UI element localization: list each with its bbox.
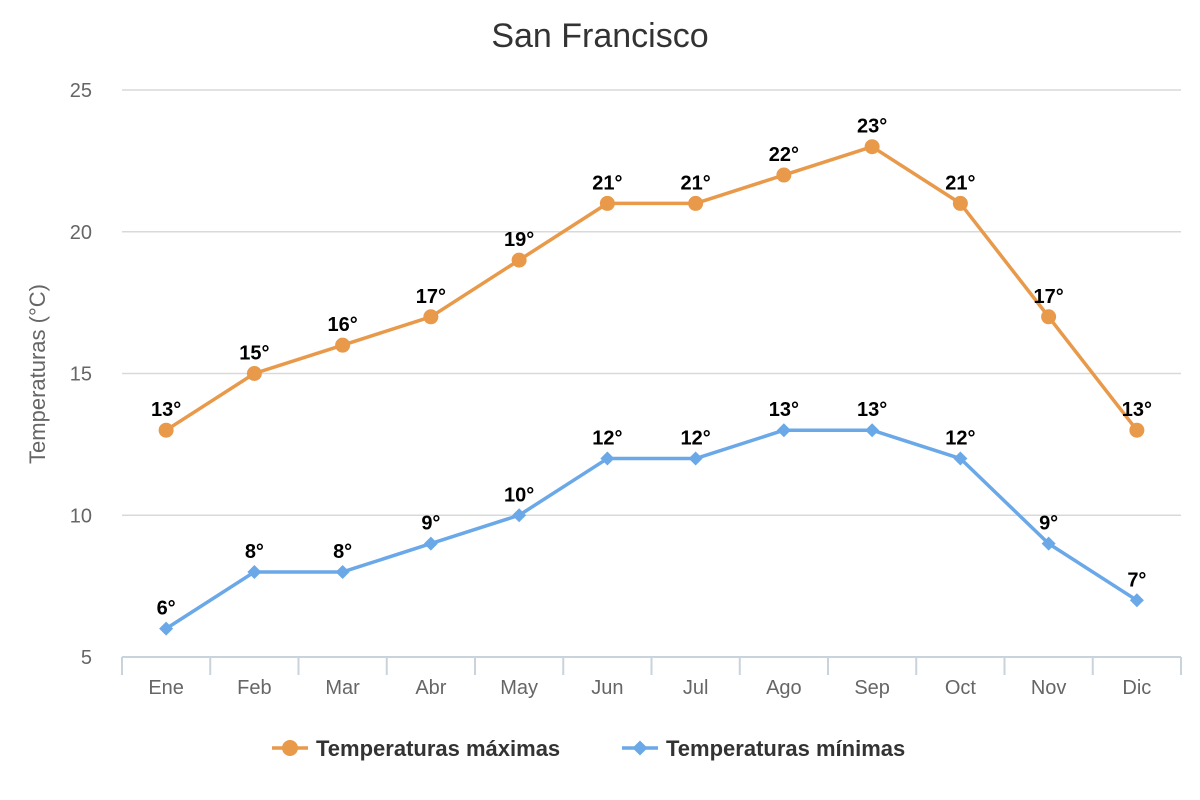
chart-title: San Francisco [491,17,708,55]
data-point [864,139,880,155]
y-tick-label: 10 [70,505,92,527]
data-point [1041,309,1057,325]
data-label: 17° [1034,286,1064,308]
data-label: 8° [333,541,352,563]
data-label: 8° [245,541,264,563]
data-label: 16° [328,314,358,336]
x-tick-label: Dic [1122,677,1151,699]
data-point [1041,536,1056,551]
data-point [246,366,262,381]
series-line [165,428,1138,631]
y-tick-label: 15 [70,364,92,386]
y-tick-label: 20 [70,222,92,244]
data-point [952,195,968,211]
x-tick-label: Abr [415,677,446,699]
x-tick-label: Ago [766,677,802,699]
x-tick-label: Nov [1031,677,1067,699]
data-point [599,195,615,211]
data-point [776,423,791,438]
data-label: 12° [592,428,622,450]
data-label: 9° [1039,513,1058,535]
data-point [688,451,703,466]
series-line [165,144,1139,432]
x-tick-label: Sep [854,677,890,699]
legend-marker [632,740,648,756]
data-label: 21° [945,172,975,194]
data-point [953,451,968,466]
series-group [158,139,1145,636]
data-label: 13° [857,399,887,421]
data-label: 13° [769,399,799,421]
data-point [423,309,439,325]
legend: Temperaturas máximas Temperaturas mínimas [272,736,905,761]
x-tick-label: Jun [591,677,623,699]
data-point [158,422,174,438]
x-tick-label: Oct [945,677,977,699]
data-point [511,252,527,268]
data-label: 7° [1127,569,1146,591]
data-label: 23° [857,116,887,138]
data-point [1129,422,1145,438]
data-point [688,195,704,211]
data-label: 17° [416,286,446,308]
data-label: 10° [504,484,534,506]
y-tick-label: 25 [70,80,92,102]
data-label: 21° [681,172,711,194]
x-tick-label: Feb [237,677,271,699]
legend-label: Temperaturas máximas [316,736,560,761]
data-label: 6° [157,598,176,620]
data-point [423,536,438,551]
x-tick-label: Mar [325,677,360,699]
legend-marker [282,740,298,756]
data-label: 12° [945,428,975,450]
y-tick-label: 5 [81,647,92,669]
data-label: 19° [504,229,534,251]
legend-label: Temperaturas mínimas [666,736,905,761]
x-tick-label: May [500,677,538,699]
x-tick-label: Jul [683,677,709,699]
data-label: 21° [592,172,622,194]
data-point [600,451,615,466]
x-axis: Ene Feb Mar Abr May Jun Jul Ago Sep Oct Nov Dic [121,656,1182,699]
data-point [335,564,350,579]
y-axis-title: Temperaturas (°C) [25,284,50,464]
data-label: 15° [239,343,269,365]
data-point [776,167,792,183]
data-label: 12° [681,428,711,450]
x-tick-label: Ene [148,677,184,699]
data-point [335,337,351,353]
data-label: 13° [1122,399,1152,421]
data-point [1129,593,1144,608]
data-label: 13° [151,399,181,421]
data-label: 22° [769,144,799,166]
data-point [512,508,527,523]
data-label: 9° [421,513,440,535]
data-point [159,621,174,636]
data-point [865,423,880,438]
data-point [247,564,262,579]
data-labels: 13° 15° 16° 17° 19° 21° 21° 22° 23° 21° 17° 13° 6° 8°… [151,116,1152,620]
gridlines [122,89,1181,516]
y-axis-ticks: 5 10 15 20 25 [70,80,92,669]
